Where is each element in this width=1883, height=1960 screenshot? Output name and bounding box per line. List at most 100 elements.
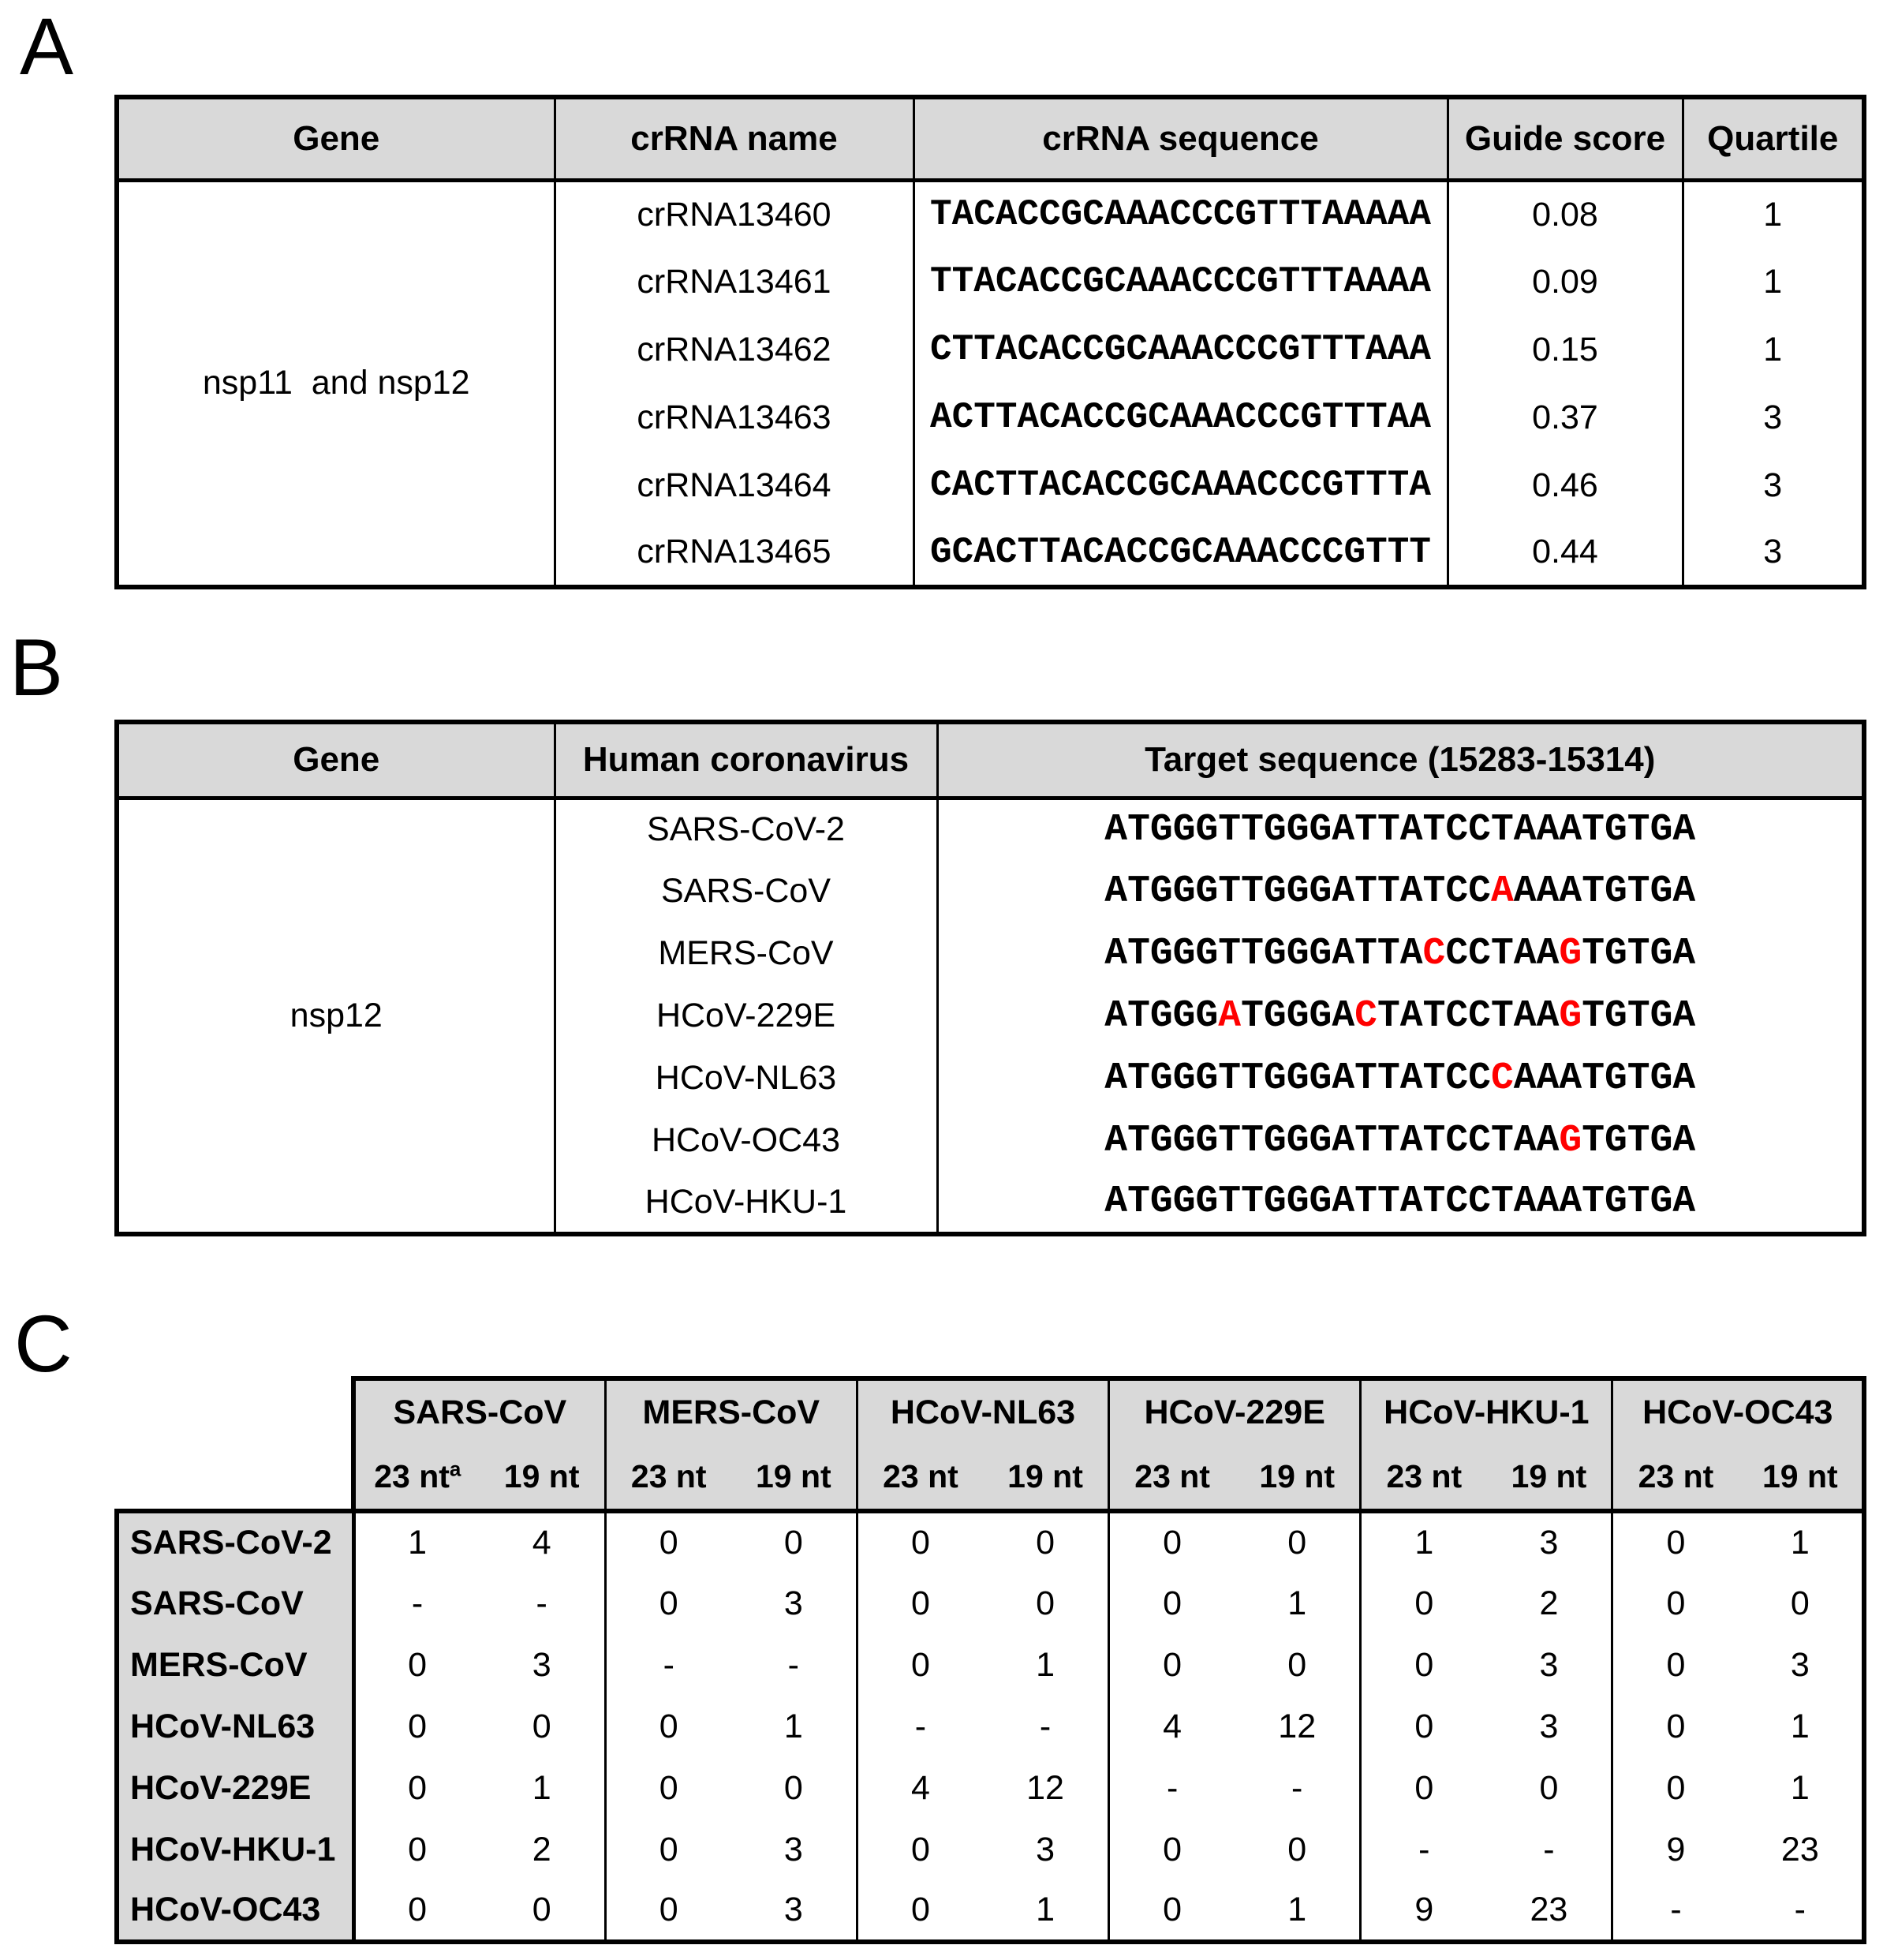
sequence-segment: TGTGA	[1582, 1119, 1696, 1162]
mismatch-count-cell: -	[1108, 1757, 1235, 1819]
crrna-guide-table: Gene crRNA name crRNA sequence Guide sco…	[114, 95, 1866, 589]
corner-cell	[117, 1378, 353, 1511]
mismatch-count-cell: 1	[1235, 1880, 1361, 1944]
mismatch-count-cell: 0	[1539, 1768, 1559, 1807]
mismatch-count-cell: -	[787, 1645, 799, 1684]
nt-header: 23 nt	[1359, 1445, 1487, 1513]
mismatch-matrix-table: SARS-CoV MERS-CoV HCoV-NL63 HCoV-229E HCoV-H…	[114, 1376, 1867, 1944]
nt-header: 23 nta	[351, 1445, 480, 1513]
mismatch-count-cell: 0	[1108, 1509, 1235, 1573]
target-sequence-table: Gene Human coronavirus Target sequence (…	[114, 720, 1866, 1236]
table-row: MERS-CoV 0 3- -0 1 0 0 0 3 0 3	[114, 1634, 1867, 1696]
table-row: SARS-CoV-2 1 4 0 0 0 0 0 0 1 3 0 1	[114, 1509, 1867, 1573]
header-row: Gene crRNA name crRNA sequence Guide sco…	[115, 97, 1866, 182]
quartile-cell: 1	[1681, 180, 1866, 248]
row-label-hcov-oc43: HCoV-OC43	[114, 1880, 356, 1944]
sequence-segment: TGGGA	[1241, 994, 1355, 1038]
mismatch-count-cell: 4	[855, 1757, 983, 1819]
table-row: HCoV-NL63 0 0 0 1- -4 12 0 3 0 1	[114, 1696, 1867, 1757]
mismatch-count-cell: -	[855, 1696, 983, 1757]
sequence-segment: ATGGGTTGGGATTATCCTAAATGTGA	[1104, 1180, 1696, 1223]
mismatch-count-cell: 12	[1026, 1768, 1064, 1807]
mismatch-count-cell: 23	[1486, 1880, 1612, 1944]
mismatch-count-cell: -	[1738, 1880, 1867, 1944]
col-header-quartile: Quartile	[1681, 97, 1866, 182]
sequence-segment: ATGGGTTGGGATTATCC	[1104, 1057, 1491, 1100]
table-row: SARS-CoV ATGGGTTGGGATTATCCAAAATGTGA	[117, 860, 1866, 922]
mismatch-count-cell: 0	[1287, 1645, 1307, 1684]
virus-name-cell: MERS-CoV	[553, 922, 939, 985]
mismatch-count-cell: 0	[603, 1573, 731, 1634]
panel-c-letter: C	[14, 1299, 73, 1389]
mismatch-count-cell: 0	[603, 1696, 731, 1757]
mismatch-base: C	[1354, 994, 1377, 1038]
table-row: crRNA13463 ACTTACACCGCAAACCCGTTTAA 0.37 3	[117, 383, 1866, 451]
crrna-name-cell: crRNA13460	[553, 180, 915, 248]
mismatch-count-cell: 0	[1611, 1509, 1739, 1573]
mismatch-count-cell: 3	[1539, 1707, 1559, 1745]
virus-name-cell: HCoV-229E	[553, 985, 939, 1047]
mismatch-matrix-body: SARS-CoV-2 1 4 0 0 0 0 0 0 1 3 0 1 SARS-CoV - -0 3 0 0 0 1 0 2…	[114, 1509, 1867, 1944]
mismatch-count-cell: 0	[408, 1645, 427, 1684]
mismatch-count-cell: -	[1611, 1880, 1739, 1944]
table-row: HCoV-OC43 0 0 0 3 0 1 0 1 9 23- -	[114, 1880, 1867, 1944]
row-label-hcov-hku-1: HCoV-HKU-1	[114, 1819, 356, 1880]
col-header-gene: Gene	[115, 722, 556, 800]
guide-score-cell: 0.46	[1446, 451, 1684, 519]
table-row: HCoV-229E 0 1 0 0 4 12- -0 0 0 1	[114, 1757, 1867, 1819]
guide-score-cell: 0.15	[1446, 316, 1684, 383]
mismatch-base: A	[1218, 994, 1242, 1038]
target-sequence-cell: ATGGGTTGGGATTACCCTAAGTGTGA	[936, 922, 1866, 985]
mismatch-count-cell: 0	[855, 1634, 983, 1696]
mismatch-count-cell: 0	[855, 1880, 983, 1944]
mismatch-count-cell: 0	[1108, 1634, 1235, 1696]
mismatch-base: C	[1422, 932, 1446, 975]
mismatch-count-cell: 0	[1108, 1819, 1235, 1880]
mismatch-base: G	[1559, 1119, 1582, 1162]
nt-header: 19 nt	[982, 1445, 1111, 1513]
nt-header: 23 nt	[855, 1445, 983, 1513]
target-sequence-cell: ATGGGATGGGACTATCCTAAGTGTGA	[936, 985, 1866, 1047]
mismatch-count-cell: 1	[1738, 1696, 1867, 1757]
mismatch-count-cell: 4	[1108, 1696, 1235, 1757]
col-header-guide-score: Guide score	[1446, 97, 1684, 182]
sequence-segment: TATCCTAA	[1377, 994, 1560, 1038]
mismatch-count-cell: 0	[1359, 1696, 1487, 1757]
mismatch-count-cell: 1	[982, 1880, 1109, 1944]
mismatch-count-cell: 0	[1359, 1634, 1487, 1696]
mismatch-count-cell: 1	[1738, 1509, 1867, 1573]
mismatch-base: A	[1490, 870, 1514, 913]
virus-name-cell: HCoV-HKU-1	[553, 1172, 939, 1234]
footnote-mark: a	[449, 1457, 461, 1481]
col-header-human-coronavirus: Human coronavirus	[553, 722, 939, 800]
mismatch-count-cell: 1	[1036, 1645, 1055, 1684]
mismatch-count-cell: 3	[1486, 1509, 1612, 1573]
mismatch-count-cell: 0	[1287, 1830, 1307, 1868]
target-sequence-table-header: Gene Human coronavirus Target sequence (…	[115, 722, 1866, 800]
mismatch-count-cell: 0	[1108, 1573, 1235, 1634]
table-row: crRNA13461 TTACACCGCAAACCCGTTTAAAA 0.09 1	[117, 248, 1866, 316]
mismatch-count-cell: 0	[1108, 1880, 1235, 1944]
virus-name-cell: SARS-CoV-2	[553, 798, 939, 860]
mismatch-count-cell: 0	[479, 1880, 606, 1944]
crrna-name-cell: crRNA13461	[553, 248, 915, 316]
table-row: HCoV-NL63 ATGGGTTGGGATTATCCCAAATGTGA	[117, 1047, 1866, 1109]
nt-header: 19 nt	[730, 1445, 858, 1513]
mismatch-base: G	[1559, 994, 1582, 1038]
mismatch-count-cell: -	[1543, 1830, 1555, 1868]
quartile-cell: 1	[1681, 248, 1866, 316]
mismatch-base: C	[1490, 1057, 1514, 1100]
group-header-hcov-hku-1: HCoV-HKU-1	[1359, 1376, 1614, 1445]
quartile-cell: 1	[1681, 316, 1866, 383]
mismatch-count-cell: 0	[730, 1509, 857, 1573]
mismatch-count-cell: 3	[1036, 1830, 1055, 1868]
table-row: HCoV-HKU-1 0 2 0 3 0 3 0 0 - - 9 23	[114, 1819, 1867, 1880]
mismatch-count-cell: 0	[783, 1768, 803, 1807]
table-row: MERS-CoV ATGGGTTGGGATTACCCTAAGTGTGA	[117, 922, 1866, 985]
mismatch-count-cell: 0	[982, 1509, 1109, 1573]
group-header-sars-cov: SARS-CoV	[350, 1376, 607, 1445]
table-row: nsp12 SARS-CoV-2 ATGGGTTGGGATTATCCTAAATGTG…	[115, 798, 1866, 1234]
mismatch-count-cell: 4	[479, 1509, 606, 1573]
crrna-sequence-cell: TACACCGCAAACCCGTTTAAAAA	[912, 180, 1449, 248]
